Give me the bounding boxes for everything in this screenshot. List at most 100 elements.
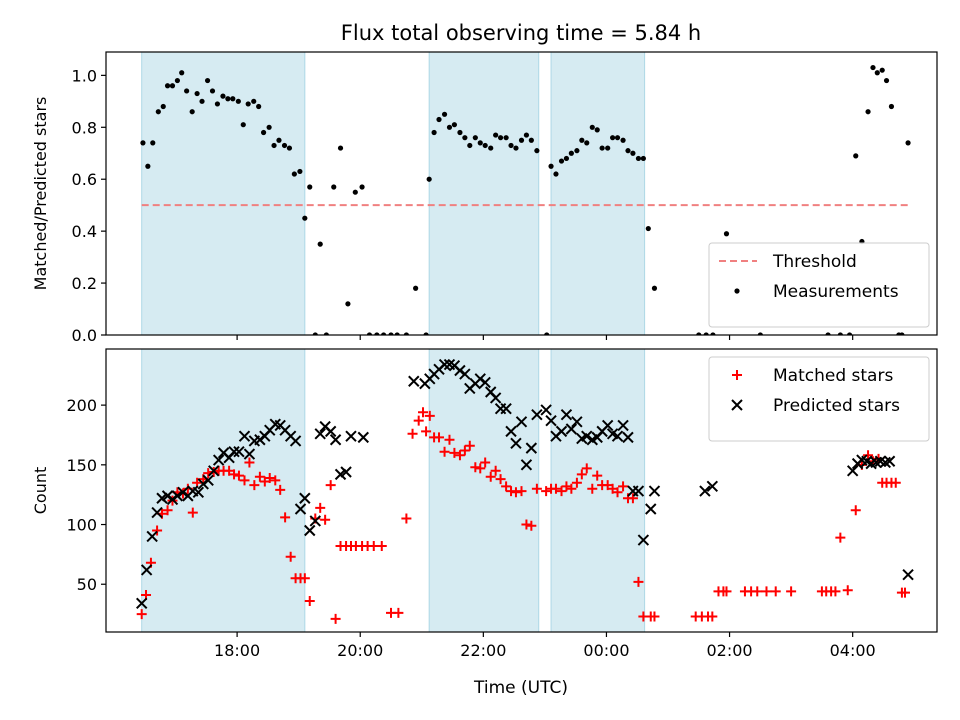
predicted-star-point [637, 534, 650, 546]
matched-star-point [187, 507, 198, 518]
predicted-star-point [151, 506, 163, 519]
matched-star-point [244, 457, 255, 468]
measurement-point [451, 122, 458, 128]
measurement-point [359, 184, 365, 190]
matched-star-point [418, 407, 429, 418]
measurement-point [291, 171, 297, 177]
measurement-point [225, 96, 231, 102]
predicted-star-point [571, 416, 583, 428]
matched-star-point [330, 613, 341, 624]
measurement-point [477, 140, 483, 146]
measurement-point [271, 142, 277, 149]
measurement-point [472, 135, 478, 141]
measurement-point [302, 215, 308, 221]
matched-star-point [285, 551, 296, 562]
matched-star-point [581, 463, 592, 474]
measurement-point [366, 332, 373, 335]
y-tick-label: 0.6 [72, 170, 97, 189]
predicted-star-point [408, 375, 420, 387]
predicted-star-point [243, 448, 256, 460]
measurement-point [497, 135, 504, 141]
matched-star-point [835, 532, 846, 543]
predicted-star-point [238, 430, 251, 442]
measurement-point [286, 145, 293, 151]
predicted-star-point [329, 434, 342, 446]
matched-star-point [899, 587, 910, 598]
measurement-point [220, 93, 226, 99]
matched-star-point [612, 487, 623, 498]
measurement-point [245, 101, 251, 107]
predicted-star-point [555, 425, 568, 438]
measurement-point [548, 163, 554, 169]
shaded-interval-2 [428, 51, 540, 336]
matched-star-point [516, 486, 527, 497]
measurement-point [189, 109, 195, 115]
predicted-star-point [459, 368, 471, 380]
measurement-point [625, 148, 631, 154]
measurement-point [457, 129, 463, 136]
measurement-point [574, 148, 580, 154]
matched-star-point [490, 465, 501, 476]
measurement-point [436, 116, 442, 123]
matched-star-point [571, 477, 582, 488]
measurement-point [388, 332, 394, 335]
measurement-point [508, 142, 514, 149]
measurement-point [620, 137, 626, 143]
y-tick-label: 1.0 [72, 66, 97, 85]
measurement-point [169, 83, 176, 89]
matched-star-point [842, 585, 853, 596]
measurement-point [853, 153, 859, 159]
matched-star-point [506, 486, 517, 497]
matched-star-point [627, 493, 638, 504]
matched-star-point [299, 573, 310, 584]
predicted-star-point [560, 408, 573, 421]
legend-label: Threshold [772, 252, 857, 272]
matched-star-point [752, 586, 763, 597]
matched-star-point [275, 484, 286, 495]
matched-star-point [707, 611, 718, 622]
measurement-point [503, 135, 509, 141]
predicted-star-point [299, 492, 311, 504]
predicted-star-point [706, 480, 719, 493]
legend-label: Measurements [773, 282, 899, 302]
matched-star-point [439, 446, 450, 457]
measurement-point [204, 77, 211, 84]
measurement-point [184, 88, 190, 94]
axes-frame [105, 51, 938, 336]
predicted-star-point [212, 454, 225, 466]
predicted-star-point [357, 431, 370, 444]
matched-star-point [470, 462, 481, 473]
matched-star-point [475, 463, 486, 474]
matched-star-point [501, 481, 512, 492]
x-tick-label: 18:00 [214, 641, 260, 660]
predicted-star-point [505, 425, 517, 438]
measurement-point [757, 332, 763, 335]
measurement-point [423, 332, 429, 335]
x-tick-label: 02:00 [707, 641, 753, 660]
measurement-point [394, 332, 400, 335]
matched-star-point [413, 415, 424, 426]
matched-star-point [320, 514, 331, 525]
predicted-star-point [846, 465, 859, 477]
matched-star-point [162, 505, 173, 516]
measurement-point [605, 145, 611, 151]
measurement-point [703, 332, 709, 335]
matched-star-point [280, 512, 291, 523]
predicted-star-point [228, 445, 240, 458]
y-tick-label: 0.4 [72, 222, 97, 241]
measurement-point [251, 98, 257, 104]
measurement-point [534, 148, 540, 154]
legend-label: Matched stars [773, 366, 893, 386]
measurement-point [230, 96, 236, 102]
measurement-point [544, 332, 550, 335]
matched-star-point [592, 470, 603, 481]
measurement-point [837, 332, 843, 335]
matched-star-point [304, 595, 315, 606]
measurement-point [374, 332, 380, 335]
predicted-star-point [438, 358, 451, 371]
matched-star-point [633, 576, 644, 587]
y-tick-label: 150 [66, 456, 97, 475]
measurement-point [446, 124, 453, 130]
x-tick-label: 04:00 [830, 641, 876, 660]
